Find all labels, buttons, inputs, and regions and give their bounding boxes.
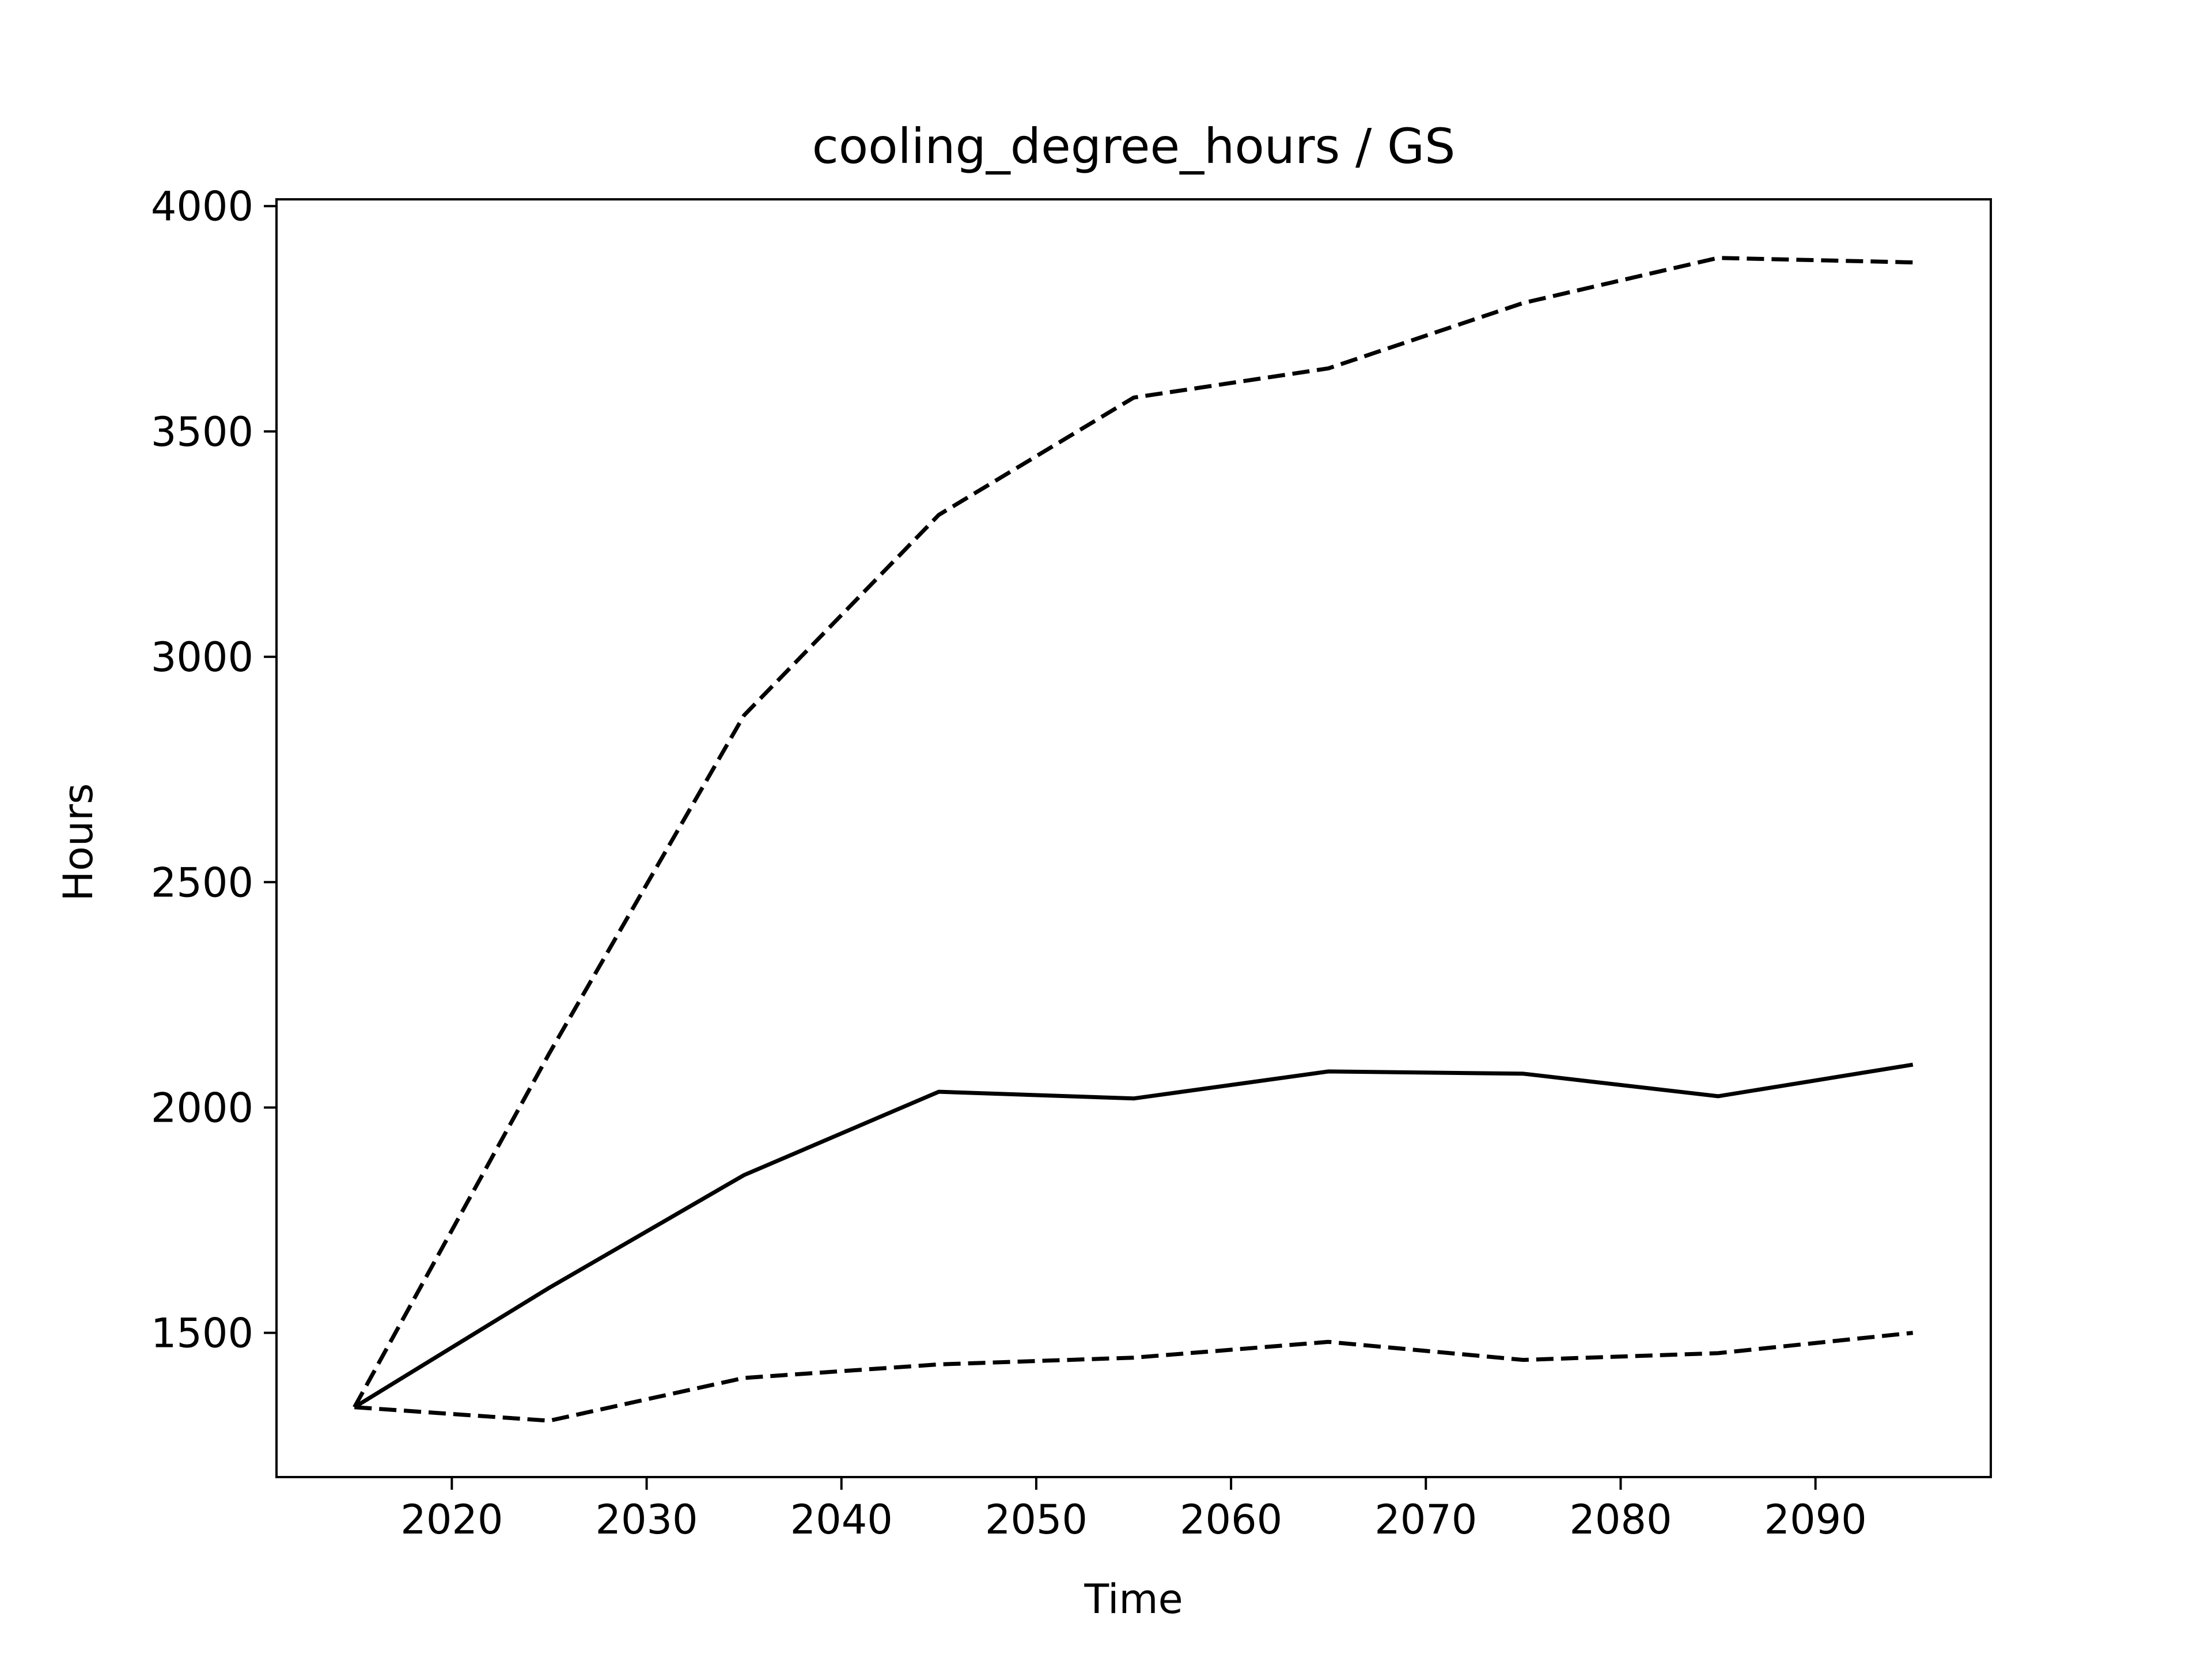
- ticks-layer: 2020 2030 2040 2050 2060 2070 2080 2090 1500 2000…: [151, 183, 1867, 1543]
- y-tick-label: 2500: [151, 859, 253, 906]
- x-tick-label: 2060: [1180, 1496, 1282, 1543]
- y-tick-label: 1500: [151, 1310, 253, 1357]
- plot-frame: [275, 198, 1992, 1478]
- series-line-2-solid: [353, 1062, 1914, 1409]
- x-tick-label: 2070: [1374, 1496, 1477, 1543]
- x-tick-label: 2050: [985, 1496, 1088, 1543]
- x-tick-label: 2080: [1569, 1496, 1672, 1543]
- x-tick-label: 2040: [790, 1496, 893, 1543]
- y-tick-label: 4000: [151, 183, 253, 230]
- series-line-1-dashed: [353, 256, 1913, 1409]
- series-line-3-dashed: [354, 1331, 1914, 1423]
- x-axis-label: Time: [1084, 1576, 1183, 1623]
- x-tick-label: 2090: [1764, 1496, 1867, 1543]
- x-tick-label: 2030: [595, 1496, 698, 1543]
- series-layer: [353, 256, 1914, 1423]
- x-tick-label: 2020: [400, 1496, 503, 1543]
- y-tick-label: 2000: [151, 1084, 253, 1131]
- y-tick-label: 3000: [151, 634, 253, 681]
- y-tick-label: 3500: [151, 408, 253, 456]
- chart-title: cooling_degree_hours / GS: [812, 118, 1456, 175]
- y-axis-label: Hours: [55, 783, 102, 901]
